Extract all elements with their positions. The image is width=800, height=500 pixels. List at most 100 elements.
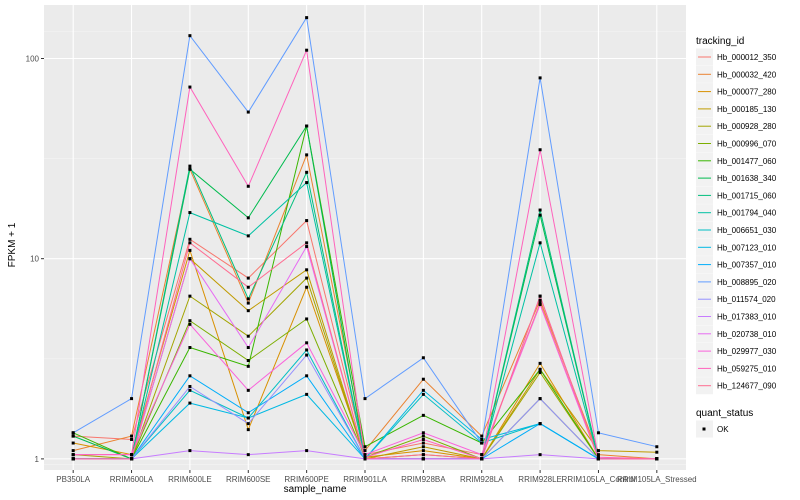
data-point — [71, 434, 75, 438]
data-point — [421, 453, 425, 457]
data-point — [188, 241, 192, 245]
legend-quant-status: quant_status OK — [696, 408, 753, 438]
data-point — [596, 449, 600, 453]
legend-label: Hb_006651_030 — [717, 226, 777, 235]
data-point — [246, 301, 250, 305]
data-point — [421, 377, 425, 381]
data-point — [421, 437, 425, 441]
legend-label: Hb_000928_280 — [717, 122, 777, 131]
y-tick-label: 10 — [30, 255, 39, 264]
data-point — [188, 237, 192, 241]
data-point — [305, 449, 309, 453]
data-point — [188, 322, 192, 326]
data-point — [188, 85, 192, 89]
data-point — [538, 213, 542, 217]
data-point — [363, 445, 367, 449]
data-point — [305, 317, 309, 321]
x-tick-label: RRIM600SE — [226, 475, 270, 484]
data-point — [596, 455, 600, 459]
x-tick-label: RRIM600LE — [168, 475, 212, 484]
data-point — [538, 208, 542, 212]
legend-label: Hb_001477_060 — [717, 157, 777, 166]
data-point — [188, 248, 192, 252]
x-tick-label: RRIM105LA_Control — [562, 475, 636, 484]
data-point — [538, 367, 542, 371]
data-point — [305, 348, 309, 352]
data-point — [246, 388, 250, 392]
data-point — [421, 445, 425, 449]
data-point — [188, 388, 192, 392]
data-point — [188, 346, 192, 350]
data-point — [305, 181, 309, 185]
data-point — [421, 457, 425, 461]
data-point — [130, 457, 134, 461]
y-tick-label: 100 — [26, 54, 40, 63]
legend-label: Hb_008895_020 — [717, 278, 777, 287]
data-point — [71, 453, 75, 457]
data-point — [246, 297, 250, 301]
y-tick-label: 1 — [35, 455, 40, 464]
data-point — [305, 353, 309, 357]
data-point — [188, 449, 192, 453]
data-point — [363, 397, 367, 401]
data-point — [538, 453, 542, 457]
y-axis: 1 10 100 — [26, 54, 44, 464]
legend-label: Hb_029977_030 — [717, 347, 777, 356]
legend-label: Hb_000077_280 — [717, 88, 777, 97]
data-point — [246, 428, 250, 432]
data-point — [421, 441, 425, 445]
data-point — [246, 234, 250, 238]
data-point — [305, 276, 309, 280]
data-point — [363, 457, 367, 461]
data-point — [305, 341, 309, 345]
legend-label: Hb_000032_420 — [717, 70, 777, 79]
data-point — [188, 374, 192, 378]
x-tick-label: RRIM928LE — [518, 475, 562, 484]
data-point — [538, 361, 542, 365]
data-point — [421, 431, 425, 435]
data-point — [480, 453, 484, 457]
legend-label: Hb_001638_340 — [717, 174, 777, 183]
data-point — [305, 241, 309, 245]
data-point — [538, 422, 542, 426]
data-point — [246, 110, 250, 114]
data-point — [538, 148, 542, 152]
legend-label: Hb_020738_010 — [717, 330, 777, 339]
x-tick-label: RRIM928LA — [460, 475, 504, 484]
data-point — [130, 434, 134, 438]
data-point — [596, 457, 600, 461]
data-point — [305, 48, 309, 52]
legend-label: Hb_000185_130 — [717, 105, 777, 114]
x-tick-label: PB350LA — [56, 475, 90, 484]
data-point — [305, 268, 309, 272]
data-point — [480, 434, 484, 438]
data-point — [188, 401, 192, 405]
data-point — [188, 319, 192, 323]
data-point — [655, 457, 659, 461]
x-tick-label: RRIM600PE — [284, 475, 328, 484]
x-axis-title: sample_name — [284, 484, 347, 495]
data-point — [363, 455, 367, 459]
data-point — [188, 164, 192, 168]
legend2-label: OK — [717, 425, 729, 434]
legend-label: Hb_000996_070 — [717, 140, 777, 149]
data-point — [538, 397, 542, 401]
data-point — [130, 453, 134, 457]
data-point — [246, 184, 250, 188]
legend-label: Hb_001794_040 — [717, 209, 777, 218]
y-axis-title: FPKM + 1 — [7, 222, 18, 267]
data-point — [246, 364, 250, 368]
data-point — [305, 245, 309, 249]
data-point — [305, 392, 309, 396]
data-point — [246, 276, 250, 280]
data-point — [71, 441, 75, 445]
legend-label: Hb_011574_020 — [717, 295, 776, 304]
data-point — [246, 453, 250, 457]
grid — [44, 5, 686, 470]
legend-label: Hb_124677_090 — [717, 382, 777, 391]
data-point — [246, 359, 250, 363]
data-point — [538, 303, 542, 307]
data-point — [480, 441, 484, 445]
x-tick-label: RRIM928BA — [401, 475, 446, 484]
